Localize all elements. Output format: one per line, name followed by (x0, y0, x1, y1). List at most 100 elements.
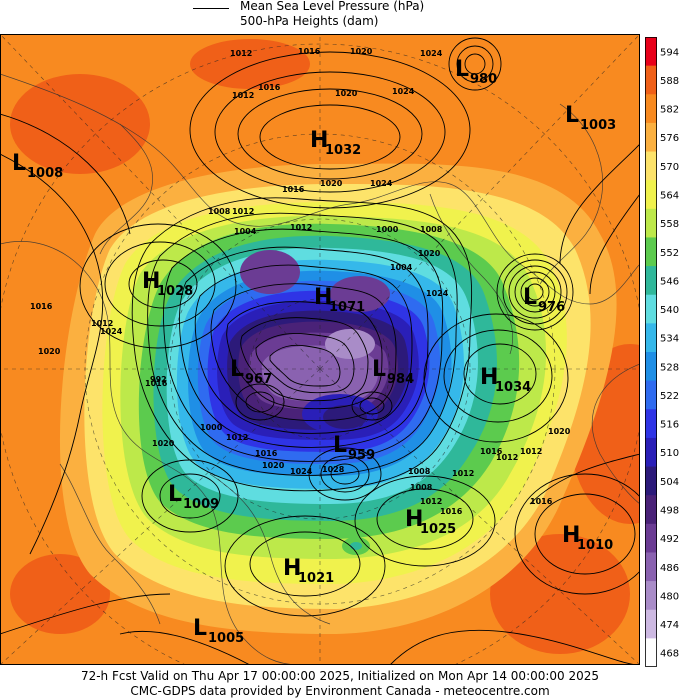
colorbar-tick-label: 516 (660, 420, 679, 431)
low-1008-west-value: 1008 (27, 166, 63, 181)
colorbar-swatch-3 (645, 122, 657, 152)
isobar-label: 1008 (408, 467, 431, 476)
high-1025-symbol: H (405, 507, 423, 532)
low-984-symbol: L (372, 357, 386, 382)
map-frame (0, 34, 640, 665)
low-1009-value: 1009 (183, 497, 219, 512)
colorbar-tick-label: 522 (660, 391, 679, 402)
colorbar-swatch-4 (645, 151, 657, 181)
colorbar-tick-label: 504 (660, 477, 679, 488)
graticule (0, 34, 640, 665)
low-980-symbol: L (455, 57, 469, 82)
high-1032-symbol: H (310, 128, 328, 153)
isobar-label: 1012 (452, 469, 474, 478)
colorbar-swatch-17 (645, 523, 657, 553)
colorbar-swatch-1 (645, 65, 657, 95)
isobar-label: 1012 (420, 497, 442, 506)
low-1003-symbol: L (565, 103, 579, 128)
isobar-label: 1004 (390, 263, 413, 272)
isobar-label: 1012 (230, 49, 252, 58)
low-1005-symbol: L (193, 616, 207, 641)
isobar-label: 1024 (100, 327, 123, 336)
colorbar-swatch-0 (645, 37, 657, 67)
colorbar-swatch-2 (645, 94, 657, 124)
isobar-label: 1012 (290, 223, 312, 232)
colorbar-tick-label: 570 (660, 162, 679, 173)
isobar-label: 1012 (496, 453, 518, 462)
colorbar-tick-label: 588 (660, 76, 679, 87)
colorbar-frame (645, 37, 657, 667)
colorbar-swatch-18 (645, 552, 657, 582)
colorbar-tick-label: 576 (660, 133, 679, 144)
isobar-label: 1000 (376, 225, 399, 234)
low-976-symbol: L (523, 285, 537, 310)
isobar-label: 1008 (410, 483, 433, 492)
isobar-label: 1024 (370, 179, 393, 188)
isobar-label: 1020 (262, 461, 285, 470)
high-1032-value: 1032 (325, 143, 361, 158)
colorbar-swatch-10 (645, 323, 657, 353)
low-1008-west-symbol: L (12, 151, 26, 176)
high-1010-value: 1010 (577, 538, 613, 553)
isobar-label: 1024 (420, 49, 443, 58)
isobar-label: 992 (150, 375, 167, 384)
high-1071-value: 1071 (329, 300, 365, 315)
isobar-label: 1016 (258, 83, 281, 92)
low-959-symbol: L (333, 433, 347, 458)
height-colorbar: 594 588 582 576 570 564 558 552 546 540 534 528 522 5… (645, 37, 679, 667)
low-1003-value: 1003 (580, 118, 616, 133)
low-967-value: 967 (245, 372, 272, 387)
colorbar-swatch-7 (645, 237, 657, 267)
isobar-label: 1008 (420, 225, 443, 234)
isobar-label: 1012 (226, 433, 248, 442)
coastlines (0, 73, 640, 665)
colorbar-swatch-14 (645, 437, 657, 467)
isobar-label: 1020 (548, 427, 571, 436)
isobar-line-sample (193, 8, 229, 9)
colorbar-tick-label: 582 (660, 105, 679, 116)
colorbar-swatch-15 (645, 466, 657, 496)
legend-height-label: 500-hPa Heights (dam) (240, 14, 379, 28)
colorbar-swatch-12 (645, 380, 657, 410)
high-1028-value: 1028 (157, 284, 193, 299)
high-1034-value: 1034 (495, 380, 531, 395)
isobar-label: 1000 (200, 423, 223, 432)
isobars (0, 37, 640, 665)
isobar-label: 1016 (440, 507, 463, 516)
high-1071-symbol: H (314, 285, 332, 310)
colorbar-swatch-19 (645, 581, 657, 611)
low-967-symbol: L (230, 357, 244, 382)
colorbar-swatch-6 (645, 208, 657, 238)
isobar-label: 1024 (290, 467, 313, 476)
isobar-label: 1004 (234, 227, 257, 236)
high-1021-value: 1021 (298, 571, 334, 586)
map-legend: Mean Sea Level Pressure (hPa) 500-hPa He… (190, 0, 490, 34)
isobar-label: 1028 (322, 465, 345, 474)
low-959-value: 959 (348, 448, 375, 463)
isobar-label: 1024 (426, 289, 449, 298)
forecast-valid-text: 72-h Fcst Valid on Thu Apr 17 00:00:00 2… (80, 669, 600, 683)
colorbar-swatch-8 (645, 266, 657, 296)
data-credit-text: CMC-GDPS data provided by Environment Ca… (130, 684, 550, 698)
colorbar-tick-label: 498 (660, 506, 679, 517)
high-1025-value: 1025 (420, 522, 456, 537)
high-1028-symbol: H (142, 269, 160, 294)
colorbar-swatch-13 (645, 409, 657, 439)
colorbar-tick-label: 546 (660, 276, 679, 287)
isobar-label: 1020 (320, 179, 343, 188)
colorbar-tick-label: 552 (660, 248, 679, 259)
colorbar-swatch-5 (645, 180, 657, 210)
high-1010-symbol: H (562, 523, 580, 548)
isobar-label: 1016 (298, 47, 321, 56)
high-1021-symbol: H (283, 556, 301, 581)
map-footer: 72-h Fcst Valid on Thu Apr 17 00:00:00 2… (0, 669, 680, 699)
isobar-label: 1012 (232, 207, 254, 216)
low-980-value: 980 (470, 72, 497, 87)
colorbar-tick-label: 558 (660, 219, 679, 230)
legend-mslp-label: Mean Sea Level Pressure (hPa) (240, 0, 425, 13)
isobar-label: 1008 (208, 207, 231, 216)
isobar-label: 1016 (282, 185, 305, 194)
